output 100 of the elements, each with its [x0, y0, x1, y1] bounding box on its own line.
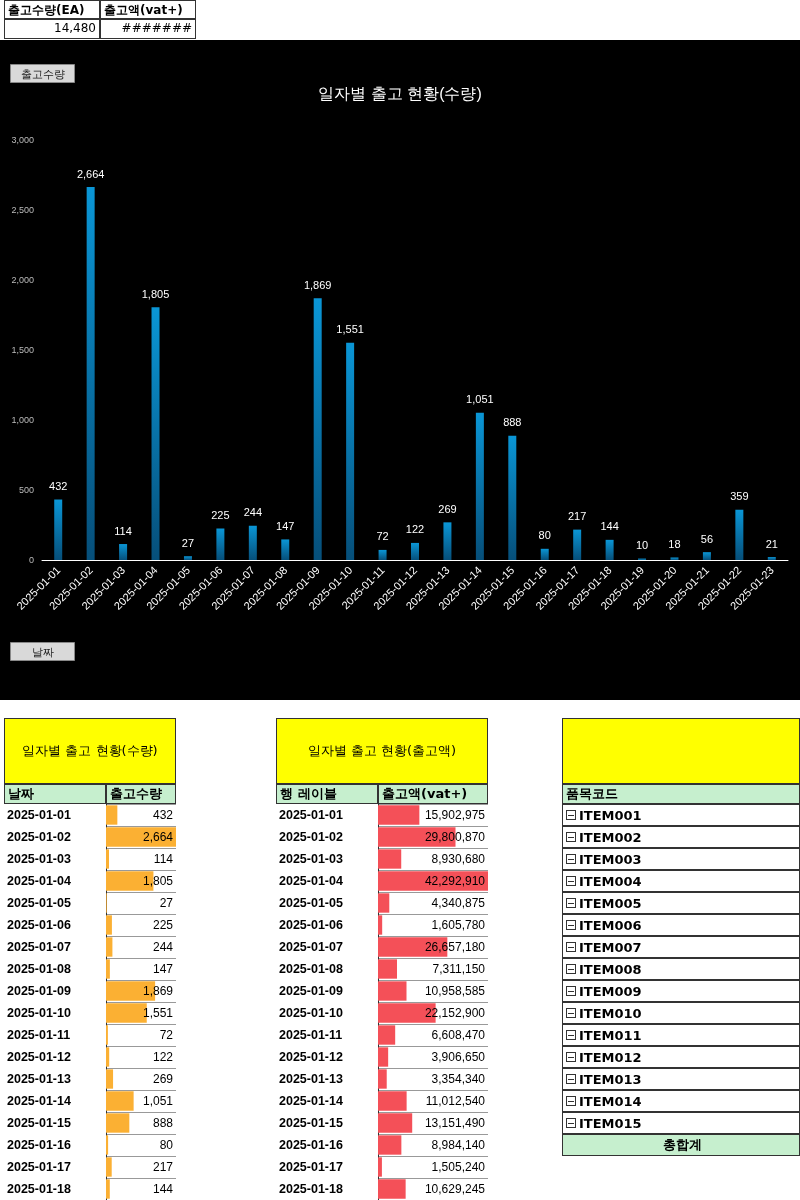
text: 14,480 [54, 21, 96, 35]
y-tick-label: 2025-01-15 [279, 1116, 343, 1130]
text: ####### [121, 21, 192, 35]
data-label: 56 [700, 532, 714, 545]
data-label: 11,012,540 [425, 1094, 486, 1108]
category-label: ITEM010 [579, 1005, 642, 1021]
data-label: 8,984,140 [431, 1138, 486, 1152]
y-tick-label: 2025-01-07 [279, 940, 343, 954]
bar [670, 557, 679, 560]
y-tick-label: 2025-01-06 [279, 918, 343, 932]
bar [378, 1157, 382, 1177]
y-tick-label: 2025-01-09 [7, 984, 71, 998]
data-label: 13,151,490 [424, 1116, 486, 1130]
data-label: 4,340,875 [431, 896, 486, 910]
data-label: 147 [152, 962, 174, 976]
y-tick-label: 2025-01-09 [279, 984, 343, 998]
y-tick-label: 1,000 [11, 415, 34, 425]
data-label: 888 [503, 416, 522, 429]
bar [106, 1135, 109, 1155]
y-tick-label: 2025-01-12 [7, 1050, 71, 1064]
y-tick-label: 2025-01-10 [7, 1006, 71, 1020]
y-tick-label: 2025-01-03 [279, 852, 343, 866]
data-label: 269 [438, 502, 457, 515]
y-tick-label: 500 [18, 485, 34, 495]
data-label: 244 [152, 940, 174, 954]
data-label: 1,605,780 [431, 918, 486, 932]
data-label: 225 [152, 918, 174, 932]
data-label: 10,958,585 [424, 984, 486, 998]
category-label: ITEM013 [579, 1071, 642, 1087]
bar [378, 1135, 402, 1155]
category-label: ITEM014 [579, 1093, 642, 1109]
bar [378, 981, 407, 1001]
y-tick-label: 2025-01-02 [7, 830, 71, 844]
category-label: 출고액(vat+) [100, 0, 196, 19]
bar [475, 412, 484, 560]
category-label: ITEM009 [579, 983, 642, 999]
y-tick-label: 3,000 [11, 135, 34, 145]
y-tick-label: 2025-01-17 [279, 1160, 343, 1174]
text: 날짜 [31, 645, 54, 658]
bar [106, 805, 118, 825]
y-tick-label: 2025-01-18 [7, 1182, 71, 1196]
data-label: 8,930,680 [431, 852, 486, 866]
category-label: ITEM008 [579, 961, 642, 977]
bar [378, 1091, 407, 1111]
bar [106, 827, 176, 847]
y-tick-label: 2025-01-10 [279, 1006, 343, 1020]
data-label: 432 [152, 808, 174, 822]
data-label: 10,629,245 [424, 1182, 486, 1196]
data-label: 1,869 [303, 278, 332, 291]
bar [702, 552, 711, 560]
data-label: 1,505,240 [431, 1160, 486, 1174]
bar [378, 1113, 413, 1133]
bar [508, 435, 517, 560]
bar [735, 509, 744, 560]
y-axis-title: 행 레이블 [276, 784, 378, 804]
data-label: 114 [114, 524, 132, 537]
bar [573, 529, 582, 560]
chart-title: 일자별 출고 현황(수량) [318, 84, 482, 102]
category-label: ITEM006 [579, 917, 642, 933]
bar [378, 1047, 389, 1067]
data-label: 225 [211, 509, 230, 521]
y-tick-label: 2025-01-16 [7, 1138, 71, 1152]
bar [183, 556, 192, 560]
data-label: 244 [243, 506, 263, 519]
data-label: 217 [152, 1160, 174, 1174]
y-axis-title: 날짜 [4, 784, 106, 804]
y-tick-label: 2025-01-08 [279, 962, 343, 976]
category-label: ITEM002 [579, 829, 642, 845]
bar [106, 1047, 110, 1067]
data-label: 144 [152, 1182, 174, 1196]
bar [106, 1157, 112, 1177]
y-tick-label: 2025-01-01 [7, 808, 71, 822]
y-tick-label: 2025-01-12 [279, 1050, 343, 1064]
data-label: 27 [181, 536, 195, 549]
y-tick-label: 2025-01-13 [7, 1072, 71, 1086]
y-tick-label: 2025-01-14 [279, 1094, 343, 1108]
category-label: ITEM003 [579, 851, 642, 867]
y-tick-label: 2025-01-15 [7, 1116, 71, 1130]
bar [346, 342, 355, 560]
data-label: 147 [276, 519, 295, 532]
y-tick-label: 2025-01-04 [279, 874, 343, 888]
bar [313, 298, 322, 560]
y-tick-label: 2025-01-11 [279, 1028, 343, 1042]
bar [378, 1025, 396, 1045]
data-label: 3,906,650 [431, 1050, 486, 1064]
y-tick-label: 2,000 [11, 275, 34, 285]
bar [106, 1069, 114, 1089]
y-tick-label: 2025-01-05 [279, 896, 343, 910]
y-tick-label: 2025-01-04 [7, 874, 71, 888]
y-tick-label: 2025-01-05 [7, 896, 71, 910]
bar [106, 1179, 110, 1199]
category-label: ITEM005 [579, 895, 642, 911]
data-label: 3,354,340 [431, 1072, 486, 1086]
y-tick-label: 0 [28, 555, 34, 565]
data-label: 15,902,975 [424, 808, 486, 822]
y-tick-label: 2025-01-16 [279, 1138, 343, 1152]
bar [378, 959, 398, 979]
data-label: 359 [730, 490, 749, 503]
y-tick-label: 2025-01-03 [7, 852, 71, 866]
data-label: 2,664 [76, 167, 105, 180]
